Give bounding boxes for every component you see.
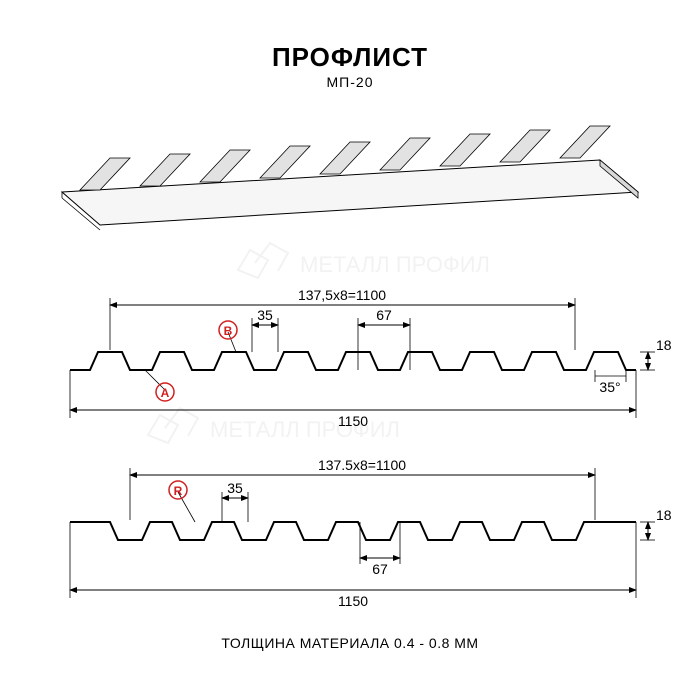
svg-text:A: A [161,386,170,400]
dim-total: 1150 [338,413,368,429]
dim-top-width: 35 [227,480,243,496]
dim-total: 1150 [338,593,368,609]
dim-pitch-label: 137.5x8=1100 [318,457,406,473]
dim-height: 18 [656,337,672,353]
page-title: ПРОФЛИСТ [0,42,700,73]
svg-text:R: R [174,484,183,498]
dim-height: 18 [656,507,672,523]
marker-a: A [145,370,174,401]
dim-bottom-width: 67 [372,561,388,577]
dim-top-width: 35 [257,307,273,323]
dim-pitch-label: 137,5x8=1100 [298,287,386,303]
marker-r: R [169,481,195,522]
svg-text:B: B [224,324,233,338]
dim-bottom-width: 67 [376,307,392,323]
footer-text: ТОЛЩИНА МАТЕРИАЛА 0.4 - 0.8 ММ [0,635,700,651]
page-subtitle: МП-20 [0,74,700,90]
dim-angle: 35° [599,379,620,395]
cross-section-bottom: 137.5x8=1100 35 67 18 1150 R [0,450,700,620]
cross-section-top: 137,5x8=1100 35 67 18 35° 1150 A B [0,270,700,440]
isometric-view [0,120,700,240]
marker-b: B [219,321,237,352]
